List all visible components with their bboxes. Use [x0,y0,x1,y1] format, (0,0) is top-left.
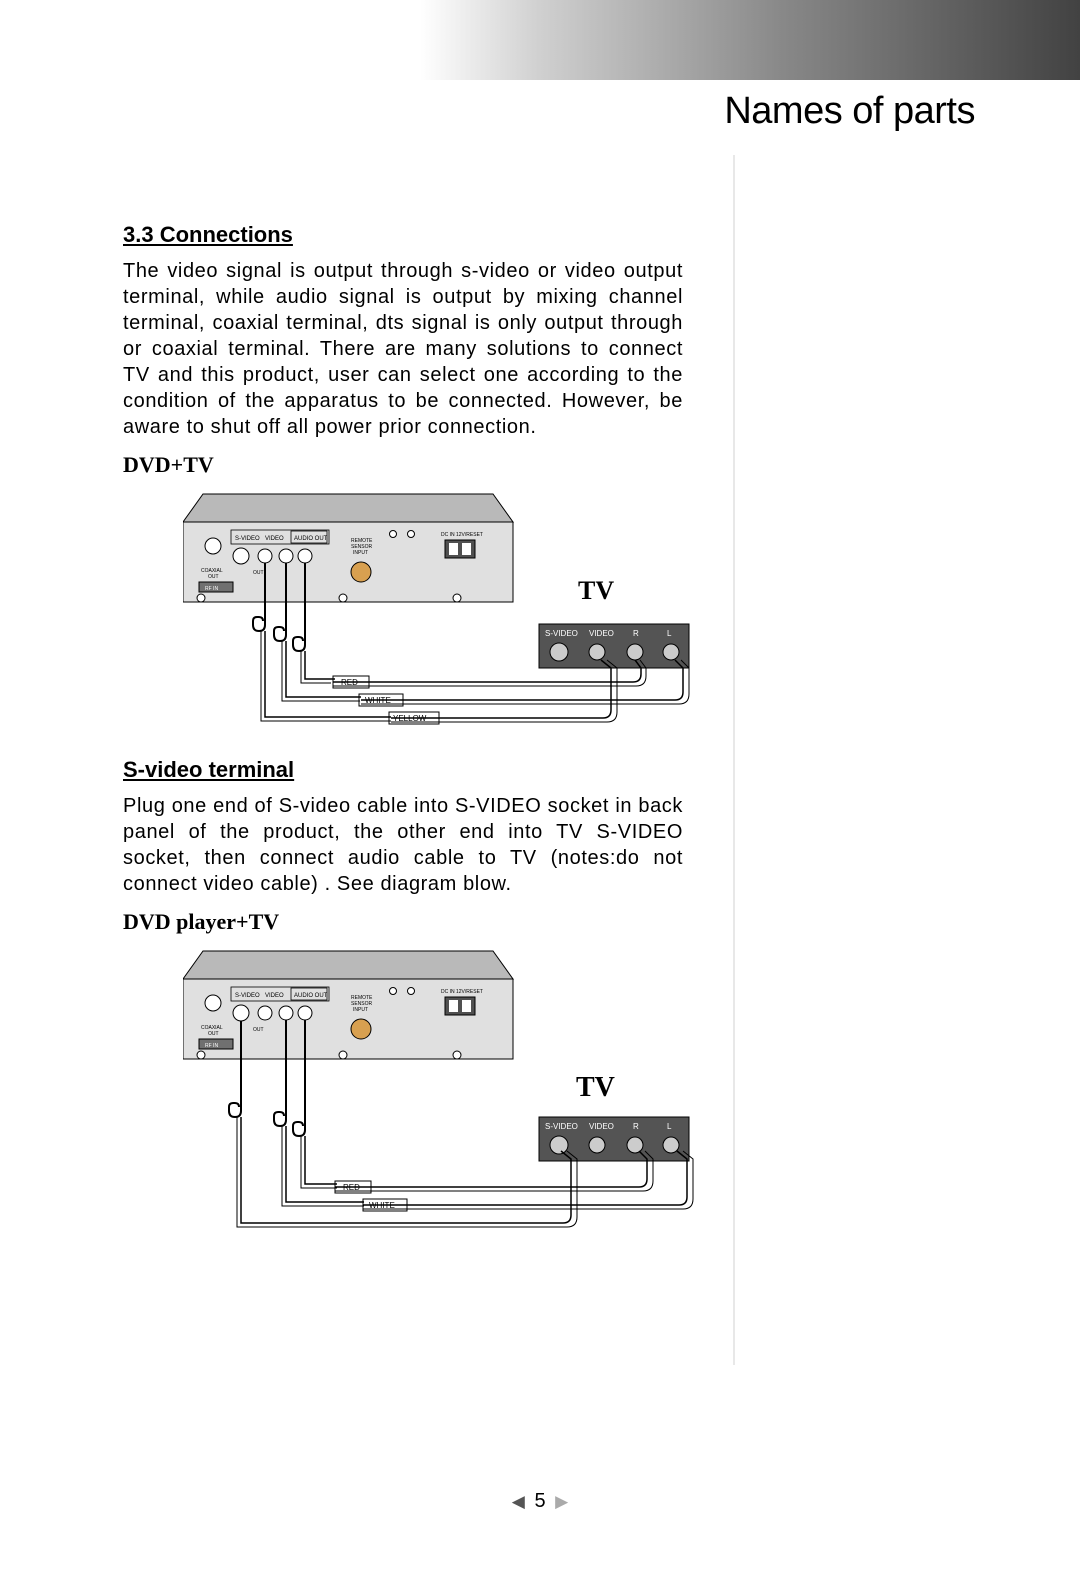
svg-text:INPUT: INPUT [353,1007,368,1013]
svg-text:INPUT: INPUT [353,550,368,556]
svg-text:S-VIDEO: S-VIDEO [545,1122,578,1131]
tv-r-label: R [633,629,639,638]
label-dc12: DC IN 12V/RESET [441,532,483,538]
content-column: 3.3 Connections The video signal is outp… [123,222,683,1264]
label-svideo: S-VIDEO [235,536,260,542]
tv-svideo-label: S-VIDEO [545,629,578,638]
svideo-paragraph: Plug one end of S-video cable into S-VID… [123,793,683,897]
svg-text:RF IN: RF IN [205,1043,218,1049]
tv-video-label: VIDEO [589,629,614,638]
diagram1-svg: S-VIDEO VIDEO AUDIO OUT REMOTE SENSOR IN… [183,484,703,734]
section-heading-connections: 3.3 Connections [123,222,683,248]
svg-text:VIDEO: VIDEO [589,1122,614,1131]
tv-label-2: TV [576,1072,615,1103]
diagram-dvdplayer-tv: S-VIDEO VIDEO AUDIO OUT REMOTE SENSOR IN… [183,941,743,1246]
diagram1-heading: DVD+TV [123,452,683,478]
svg-text:R: R [633,1122,639,1131]
svg-text:VIDEO: VIDEO [265,993,284,999]
intro-paragraph: The video signal is output through s-vid… [123,258,683,440]
label-video: VIDEO [265,536,284,542]
label-audio: AUDIO OUT [294,536,328,542]
page-number-value: 5 [534,1490,545,1512]
svg-text:OUT: OUT [208,574,219,580]
header-gradient [420,0,1080,80]
tv-label-1: TV [578,576,614,605]
diagram-dvd-tv: S-VIDEO VIDEO AUDIO OUT REMOTE SENSOR IN… [183,484,743,739]
svg-text:OUT: OUT [208,1031,219,1037]
diagram2-svg: S-VIDEO VIDEO AUDIO OUT REMOTE SENSOR IN… [183,941,703,1241]
svg-text:S-VIDEO: S-VIDEO [235,993,260,999]
svg-text:L: L [667,1122,672,1131]
page-number: ◀ 5 ▶ [0,1490,1080,1513]
page-title: Names of parts [724,90,975,133]
diagram2-heading: DVD player+TV [123,909,683,935]
label-rfin: RF IN [205,586,218,592]
triangle-left-icon: ◀ [512,1492,525,1512]
svg-text:OUT: OUT [253,1027,264,1033]
tv-l-label: L [667,629,672,638]
triangle-right-icon: ▶ [555,1492,568,1512]
svg-text:AUDIO OUT: AUDIO OUT [294,993,328,999]
svg-text:DC IN 12V/RESET: DC IN 12V/RESET [441,989,483,995]
section-heading-svideo: S-video terminal [123,757,683,783]
label-out: OUT [253,570,264,576]
